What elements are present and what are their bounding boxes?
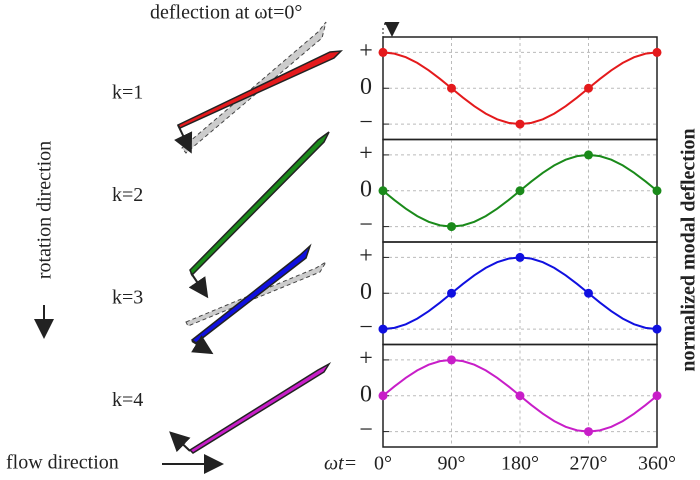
blade <box>190 243 312 344</box>
data-point <box>584 288 593 298</box>
data-point <box>652 391 662 401</box>
data-point <box>447 222 456 232</box>
data-point <box>447 83 456 93</box>
data-point <box>652 47 662 57</box>
x-tick-label: 270° <box>570 453 608 475</box>
panel-label: k=1 <box>112 82 143 104</box>
data-point <box>378 47 388 57</box>
blade <box>188 361 332 454</box>
blade-deflected <box>181 21 327 154</box>
data-point <box>447 288 456 298</box>
y-tick-label: + <box>359 243 373 269</box>
blade <box>176 50 343 129</box>
y-tick-label: 0 <box>360 74 372 100</box>
y-tick-label: 0 <box>360 176 372 202</box>
y-tick-label: + <box>359 38 373 64</box>
y-tick-label: 0 <box>360 381 372 407</box>
data-point <box>584 150 593 160</box>
rotation-label: rotation direction <box>34 141 56 279</box>
panel-label: k=2 <box>112 184 143 206</box>
panel-label: k=4 <box>112 389 143 411</box>
y-tick-label: − <box>359 110 373 136</box>
data-point <box>584 427 593 437</box>
data-point <box>584 83 593 93</box>
x-tick-label: 360° <box>638 453 676 475</box>
y-axis-label: normalized modal deflection <box>678 128 700 371</box>
y-tick-label: 0 <box>360 279 372 305</box>
data-point <box>378 391 388 401</box>
x-tick-label: 180° <box>501 453 539 475</box>
flow-label: flow direction <box>6 452 119 474</box>
x-tick-label: 0° <box>374 453 392 475</box>
data-point <box>515 391 525 401</box>
blade-arrow <box>191 335 214 355</box>
blade-arrow <box>188 272 209 299</box>
y-tick-label: − <box>359 315 373 341</box>
y-tick-label: + <box>359 140 373 166</box>
data-point <box>447 355 456 365</box>
x-axis-label: ωt= <box>324 453 357 475</box>
y-tick-label: + <box>359 345 373 371</box>
deflection-label: deflection at ωt=0° <box>150 2 302 24</box>
data-point <box>515 119 525 129</box>
y-tick-label: − <box>359 417 373 443</box>
data-point <box>378 324 388 334</box>
data-point <box>652 186 662 196</box>
panel-label: k=3 <box>112 287 143 309</box>
deflection-arrow <box>384 22 400 37</box>
data-point <box>652 324 662 334</box>
data-point <box>515 252 525 262</box>
blade-arrow <box>174 124 193 154</box>
blade-arrow <box>169 431 191 453</box>
x-tick-label: 90° <box>438 453 466 475</box>
data-point <box>515 186 525 196</box>
data-point <box>378 186 388 196</box>
y-tick-label: − <box>359 212 373 238</box>
